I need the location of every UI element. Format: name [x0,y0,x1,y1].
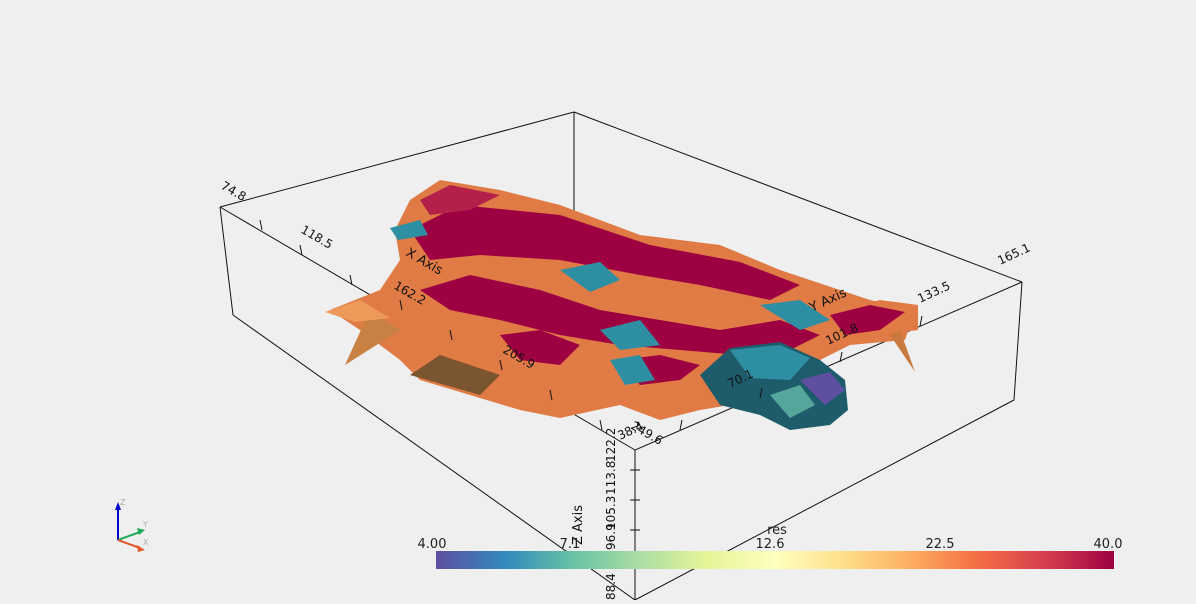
resistivity-mesh[interactable] [325,180,918,430]
scalar-bar: res 4.00 7.1 12.6 22.5 40.0 [418,523,1123,569]
mesh-body-green [770,385,815,418]
z-tick-label: 88.4 [604,573,618,600]
mesh-wing-left [325,300,390,322]
mesh-body-teal [730,345,810,380]
z-axis-title: Z Axis [571,505,586,545]
scalar-bar-tick: 12.6 [756,537,785,552]
axis-ticks [259,219,923,561]
scalar-bar-tick: 7.1 [560,537,581,552]
z-tick-label: 113.8 [604,461,618,495]
scalar-bar-tick: 22.5 [926,537,955,552]
scalar-bar-tick: 40.0 [1094,537,1123,552]
mesh-patch-teal-3 [600,320,660,350]
mesh-band-red-3 [500,330,580,365]
scalar-bar-gradient [436,551,1114,569]
mesh-patch-teal-4 [760,300,830,330]
orientation-z-label: Z [120,498,126,507]
z-tick-label: 105.3 [604,496,618,530]
z-tick-label: 96.9 [604,523,618,550]
mesh-spike-left [345,310,400,365]
scalar-bar-tick: 4.00 [418,537,447,552]
y-tick-label: 165.1 [995,241,1032,268]
y-tick-label: 133.5 [915,279,952,306]
mesh-shadow-left [410,355,500,395]
mesh-band-red-2 [420,275,820,355]
bounding-box [219,111,1023,601]
mesh-band-red-1 [410,205,800,300]
mesh-patch-teal-1 [390,220,428,240]
mesh-body-purple [800,372,845,405]
scalar-bar-title: res [767,523,787,538]
orientation-x-label: X [143,538,149,547]
orientation-y-label: Y [142,520,148,529]
orientation-widget[interactable]: Z Y X [115,498,149,552]
mesh-patch-teal-5 [610,355,655,385]
y-tick-label: 38.4 [615,419,645,443]
x-tick-label: 118.5 [299,222,336,251]
z-tick-label: 122.2 [604,428,618,462]
mesh-patch-teal-2 [560,262,620,292]
mesh-band-red-6 [420,185,500,215]
mesh-body-dark-teal [700,342,848,430]
mesh-band-red-5 [830,305,905,335]
